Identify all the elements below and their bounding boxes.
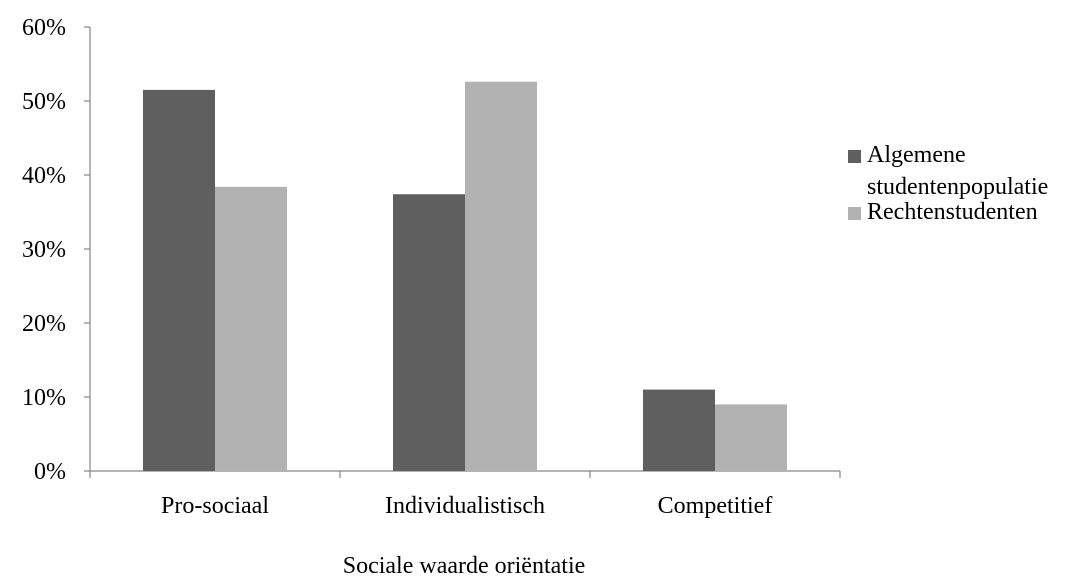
- bar: [143, 89, 215, 472]
- y-tick-label: 20%: [22, 311, 66, 337]
- y-tick-label: 0%: [34, 459, 66, 485]
- legend-label-line: studentenpopulatie: [867, 174, 1048, 200]
- legend-swatch: [848, 150, 861, 163]
- bar: [215, 186, 287, 471]
- bar: [393, 194, 465, 472]
- legend-label: Rechtenstudenten: [867, 199, 1038, 225]
- y-tick-label: 60%: [22, 15, 66, 41]
- x-category-label: Individualistisch: [385, 493, 545, 519]
- bars: [143, 81, 787, 472]
- legend-label-line: Algemene: [867, 142, 966, 168]
- legend-label-line: Rechtenstudenten: [867, 199, 1038, 225]
- legend: Algemene studentenpopulatieRechtenstudent…: [848, 142, 1048, 225]
- y-tick-label: 30%: [22, 237, 66, 263]
- y-tick-label: 40%: [22, 163, 66, 189]
- bar: [643, 389, 715, 471]
- y-tick-label: 50%: [22, 89, 66, 115]
- y-tick-label: 10%: [22, 385, 66, 411]
- legend-swatch: [848, 207, 861, 220]
- legend-label: Algemene studentenpopulatie: [867, 142, 1048, 200]
- y-axis: 0% 10% 20% 30% 40% 50% 60%: [22, 15, 91, 485]
- x-category-label: Pro-sociaal: [161, 493, 269, 519]
- bar: [465, 81, 537, 471]
- x-category-label: Competitief: [658, 493, 773, 519]
- x-axis: Pro-sociaal Individualistisch Competitief: [89, 470, 841, 519]
- x-axis-title: Sociale waarde oriëntatie: [343, 553, 586, 579]
- bar: [715, 404, 787, 471]
